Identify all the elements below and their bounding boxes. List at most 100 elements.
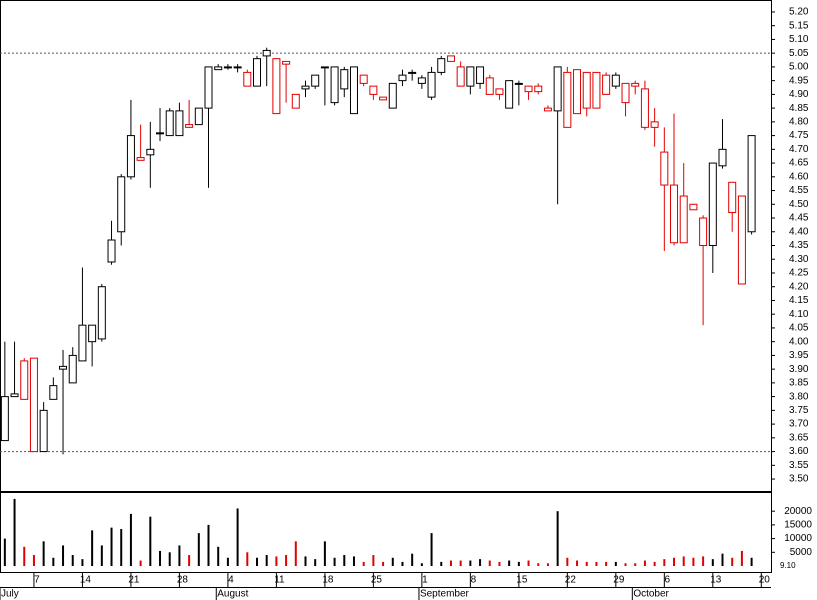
y-tick-label: 3.65 <box>789 432 809 443</box>
month-label: October <box>633 589 669 600</box>
corner-label: 9.10 <box>780 561 796 570</box>
price-panel <box>0 0 772 492</box>
candle-body <box>640 88 649 128</box>
candle-body <box>553 66 562 112</box>
candle-body <box>291 93 300 109</box>
candle-body <box>476 66 485 84</box>
y-tick-label: 4.60 <box>789 171 809 182</box>
candle-body <box>379 96 388 101</box>
candle-body <box>398 74 407 82</box>
candle-body <box>446 55 455 62</box>
candle-body <box>747 135 756 233</box>
y-tick-label: 4.10 <box>789 309 809 320</box>
candle-body <box>29 357 38 453</box>
candle-body <box>408 71 417 74</box>
y-tick-label: 4.00 <box>789 336 809 347</box>
candle-body <box>505 80 514 109</box>
y-tick-label: 4.45 <box>789 213 809 224</box>
candle-body <box>117 176 126 233</box>
x-tick-label: 29 <box>613 575 625 586</box>
month-label: July <box>1 589 19 600</box>
candle-body <box>253 58 261 87</box>
y-tick-label: 3.70 <box>789 419 809 430</box>
y-tick-label: 4.35 <box>789 240 809 251</box>
candle-body <box>97 286 106 340</box>
x-tick-label: 7 <box>34 575 40 586</box>
x-tick-label: 25 <box>371 575 383 586</box>
candle-body <box>359 74 368 84</box>
y-tick-label: 4.65 <box>789 158 809 169</box>
y-tick-label: 5.05 <box>789 48 809 59</box>
candle-body <box>214 66 223 71</box>
candle-body <box>417 77 426 84</box>
x-tick-label: 18 <box>322 575 334 586</box>
candle-body <box>272 58 281 115</box>
candle-body <box>388 82 397 109</box>
candle-body <box>88 324 97 343</box>
y-tick-label: 5.20 <box>789 7 809 18</box>
candle-body <box>311 74 320 87</box>
candle-body <box>243 71 252 87</box>
y-tick-label: 4.95 <box>789 75 809 86</box>
candle-body <box>679 195 688 244</box>
y-tick-label: 4.70 <box>789 144 809 155</box>
candle-body <box>49 385 58 400</box>
candle-body <box>185 124 194 128</box>
candle-body <box>737 195 746 285</box>
y-tick-label: 4.80 <box>789 116 809 127</box>
candle-body <box>524 85 533 93</box>
y-tick-label: 4.90 <box>789 89 809 100</box>
candle-body <box>621 82 630 104</box>
candle-body <box>136 157 145 161</box>
candle-body <box>10 393 19 398</box>
x-tick-label: 14 <box>80 575 92 586</box>
candle-body <box>582 71 591 109</box>
candle-body <box>592 71 601 109</box>
candle-body <box>699 217 708 247</box>
candle-body <box>165 110 174 137</box>
candle-body <box>204 66 213 109</box>
candle-body <box>573 69 582 115</box>
y-tick-label: 3.95 <box>789 350 809 361</box>
y-tick-label: 4.75 <box>789 130 809 141</box>
y-tick-label: 3.90 <box>789 364 809 375</box>
candle-body <box>718 148 727 167</box>
month-label: August <box>217 589 248 600</box>
y-tick-label: 5.15 <box>789 20 809 31</box>
candle-body <box>175 110 184 137</box>
y-tick-label: 5.00 <box>789 62 809 73</box>
candle-body <box>728 181 737 214</box>
candle-body <box>194 107 203 126</box>
candle-body <box>689 203 698 211</box>
candle-body <box>514 82 523 85</box>
y-tick-label: 4.50 <box>789 199 809 210</box>
candle-body <box>330 66 339 104</box>
candle-body <box>20 360 29 400</box>
candle-body <box>563 71 572 128</box>
candle-body <box>340 69 349 90</box>
volume-tick-label: 20000 <box>784 506 812 517</box>
candle-body <box>126 135 135 178</box>
x-tick-label: 4 <box>228 575 234 586</box>
x-tick-label: 21 <box>128 575 140 586</box>
candle-body <box>282 60 291 65</box>
candle-body <box>68 354 77 384</box>
candle-body <box>320 66 329 69</box>
volume-tick-label: 10000 <box>784 533 812 544</box>
candle-body <box>369 85 378 95</box>
y-tick-label: 4.55 <box>789 185 809 196</box>
candle-body <box>427 71 436 98</box>
y-tick-label: 4.15 <box>789 295 809 306</box>
y-tick-label: 3.55 <box>789 460 809 471</box>
x-tick-label: 1 <box>422 575 428 586</box>
month-label: September <box>420 589 470 600</box>
volume-panel <box>0 492 772 573</box>
x-tick-label: 20 <box>759 575 771 586</box>
x-tick-label: 28 <box>177 575 189 586</box>
candle-body <box>39 409 48 453</box>
y-tick-label: 4.25 <box>789 268 809 279</box>
candle-body <box>107 239 116 263</box>
x-tick-label: 6 <box>665 575 671 586</box>
x-tick-label: 13 <box>710 575 722 586</box>
y-tick-label: 3.60 <box>789 446 809 457</box>
